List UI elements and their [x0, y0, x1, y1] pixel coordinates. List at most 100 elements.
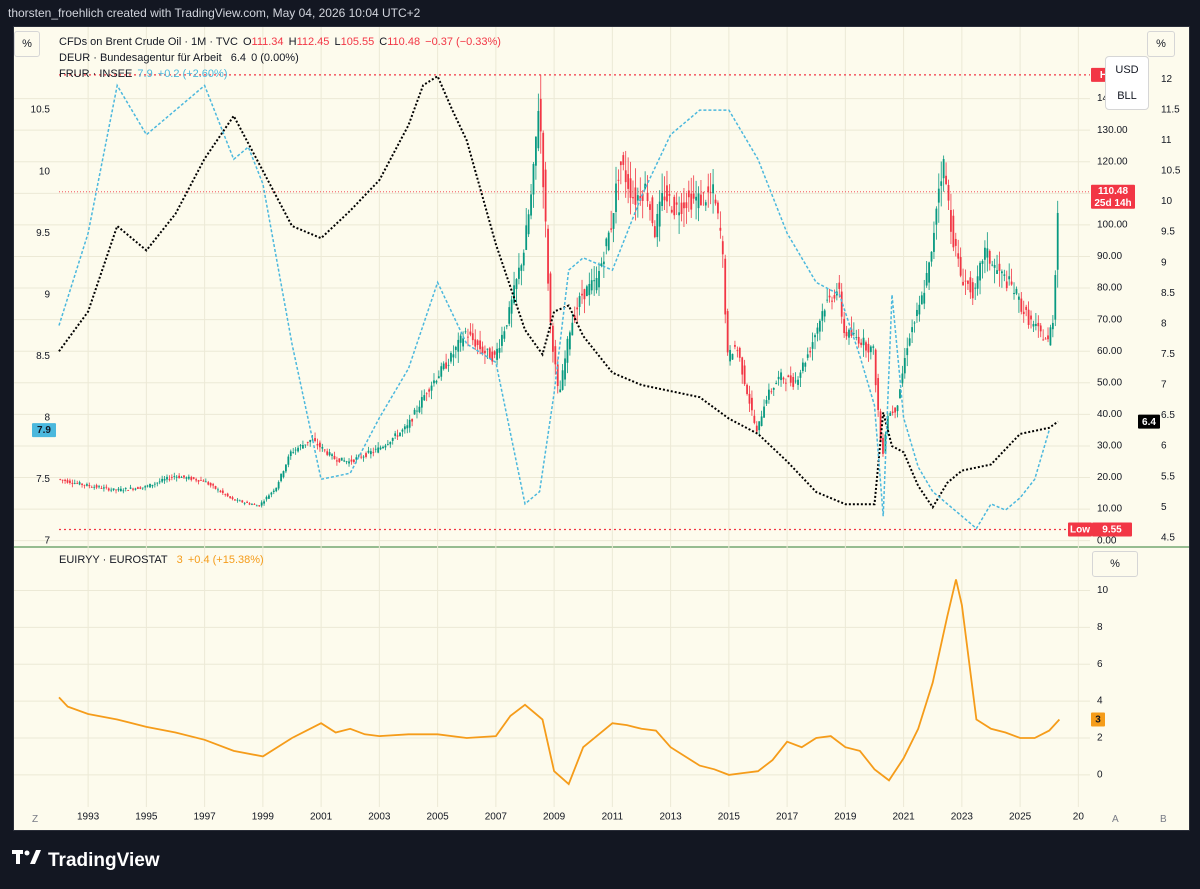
euiryy-last-tag-text: 3 — [1095, 715, 1101, 726]
candle-body — [857, 336, 860, 344]
chart-canvas[interactable]: 1993 1995 1997 1999 2001 2003 2005 2007 2009 2011… — [14, 27, 1189, 830]
candle-body — [792, 376, 795, 387]
candle-body — [814, 335, 816, 338]
euiryy-last-tag-bg — [1091, 712, 1105, 727]
candle-body — [777, 376, 780, 380]
x-tick-label: 2023 — [951, 812, 974, 823]
unit-usd[interactable]: USD — [1115, 64, 1139, 76]
candle-body — [547, 228, 549, 284]
candle-body — [889, 412, 892, 416]
x-tick-label: 2011 — [602, 812, 624, 823]
candle-body — [195, 479, 198, 481]
candle-body — [952, 215, 955, 248]
deur-tick-label: 9.5 — [1161, 227, 1175, 238]
candle-body — [806, 354, 809, 358]
candle-body — [275, 487, 278, 492]
candle-body — [117, 488, 120, 491]
candle-body — [556, 364, 559, 387]
candle-body — [297, 447, 299, 452]
brent-legend[interactable]: CFDs on Brent Crude Oil · 1M · TVC O111.… — [59, 36, 503, 48]
candle-body — [139, 487, 142, 489]
candle-body — [440, 366, 443, 377]
euiryy-legend-value: 3 — [176, 554, 183, 566]
candle-body — [937, 188, 940, 203]
candle-body — [241, 500, 244, 503]
candle-body — [801, 362, 804, 372]
frur-legend[interactable]: FRUR · INSEE 7.9 +0.2 (+2.60%) — [59, 68, 229, 80]
candle-body — [656, 213, 659, 238]
tradingview-logo-icon — [12, 846, 42, 876]
candle-body — [1054, 275, 1057, 320]
x-tick-label: 2005 — [426, 812, 449, 823]
lower-pane-percent-toggle[interactable]: % — [1092, 551, 1138, 577]
candle-body — [933, 232, 935, 252]
candle-body — [153, 483, 156, 485]
candle-body — [214, 486, 217, 489]
zoom-toggle[interactable]: Z — [32, 814, 39, 825]
candle-body — [634, 187, 637, 205]
candle-body — [646, 192, 649, 202]
chart-frame[interactable]: 1993 1995 1997 1999 2001 2003 2005 2007 2009 2011… — [13, 26, 1190, 831]
left-scale-percent-toggle[interactable]: % — [14, 31, 40, 57]
candle-body — [1000, 271, 1003, 274]
deur-last-tag-text: 6.4 — [1142, 417, 1156, 428]
euiryy-legend-name: EUIRYY · EUROSTAT — [59, 554, 168, 566]
frur-tick-label: 7.5 — [36, 474, 50, 485]
frur-last-tag: 7.9 — [32, 423, 56, 438]
deur-legend[interactable]: DEUR · Bundesagentur für Arbeit 6.4 0 (0… — [59, 52, 301, 64]
candle-body — [721, 241, 724, 255]
deur-tick-label: 5.5 — [1161, 471, 1175, 482]
deur-tick-label: 8 — [1161, 318, 1167, 329]
candle-body — [457, 339, 460, 352]
brent-low: 105.55 — [340, 36, 375, 48]
candle-body — [651, 197, 654, 224]
candle-body — [765, 400, 768, 404]
candle-body — [843, 318, 846, 334]
candle-body — [605, 238, 608, 247]
frur-tick-label: 10 — [39, 166, 51, 177]
candle-body — [391, 437, 394, 441]
candle-body — [386, 444, 389, 445]
candle-body — [102, 487, 105, 489]
candle-body — [809, 350, 812, 353]
euiryy-legend[interactable]: EUIRYY · EUROSTAT 3 +0.4 (+15.38%) — [59, 554, 266, 566]
candle-body — [799, 372, 802, 378]
candle-body — [484, 350, 486, 354]
unit-selector[interactable]: USD BLL — [1105, 56, 1149, 110]
candle-body — [445, 362, 448, 369]
candle-body — [411, 419, 414, 422]
candle-body — [901, 373, 904, 384]
candle-body — [73, 482, 76, 484]
x-tick-label: 1995 — [135, 812, 158, 823]
candle-body — [869, 346, 872, 353]
candle-body — [821, 311, 824, 321]
candle-body — [743, 365, 746, 385]
candle-body — [1010, 281, 1013, 285]
frur-series-line — [58, 83, 1050, 530]
candle-body — [641, 193, 644, 201]
brent-tick-label: 20.00 — [1097, 472, 1122, 483]
frur-tick-label: 8.5 — [36, 351, 50, 362]
candle-body — [998, 263, 1001, 271]
candle-body — [916, 309, 918, 317]
candle-body — [993, 265, 996, 268]
candle-body — [840, 291, 843, 317]
auto-scale-toggle[interactable]: A — [1112, 814, 1119, 825]
candle-body — [588, 283, 591, 296]
candle-body — [399, 432, 401, 436]
right-scale-percent-toggle[interactable]: % — [1147, 31, 1175, 57]
x-tick-label: 1997 — [193, 812, 216, 823]
candle-body — [920, 295, 923, 305]
unit-bll[interactable]: BLL — [1117, 90, 1137, 102]
candle-body — [146, 485, 149, 487]
candle-body — [374, 448, 377, 450]
brent-scale-toggle[interactable]: B — [1160, 814, 1167, 825]
candle-body — [1017, 296, 1020, 300]
brent-tick-label: 130.00 — [1097, 125, 1128, 136]
candle-body — [488, 348, 491, 359]
candle-body — [976, 276, 979, 289]
candle-body — [644, 183, 647, 189]
candle-body — [323, 449, 326, 451]
candle-body — [357, 455, 360, 457]
candle-body — [217, 489, 219, 491]
